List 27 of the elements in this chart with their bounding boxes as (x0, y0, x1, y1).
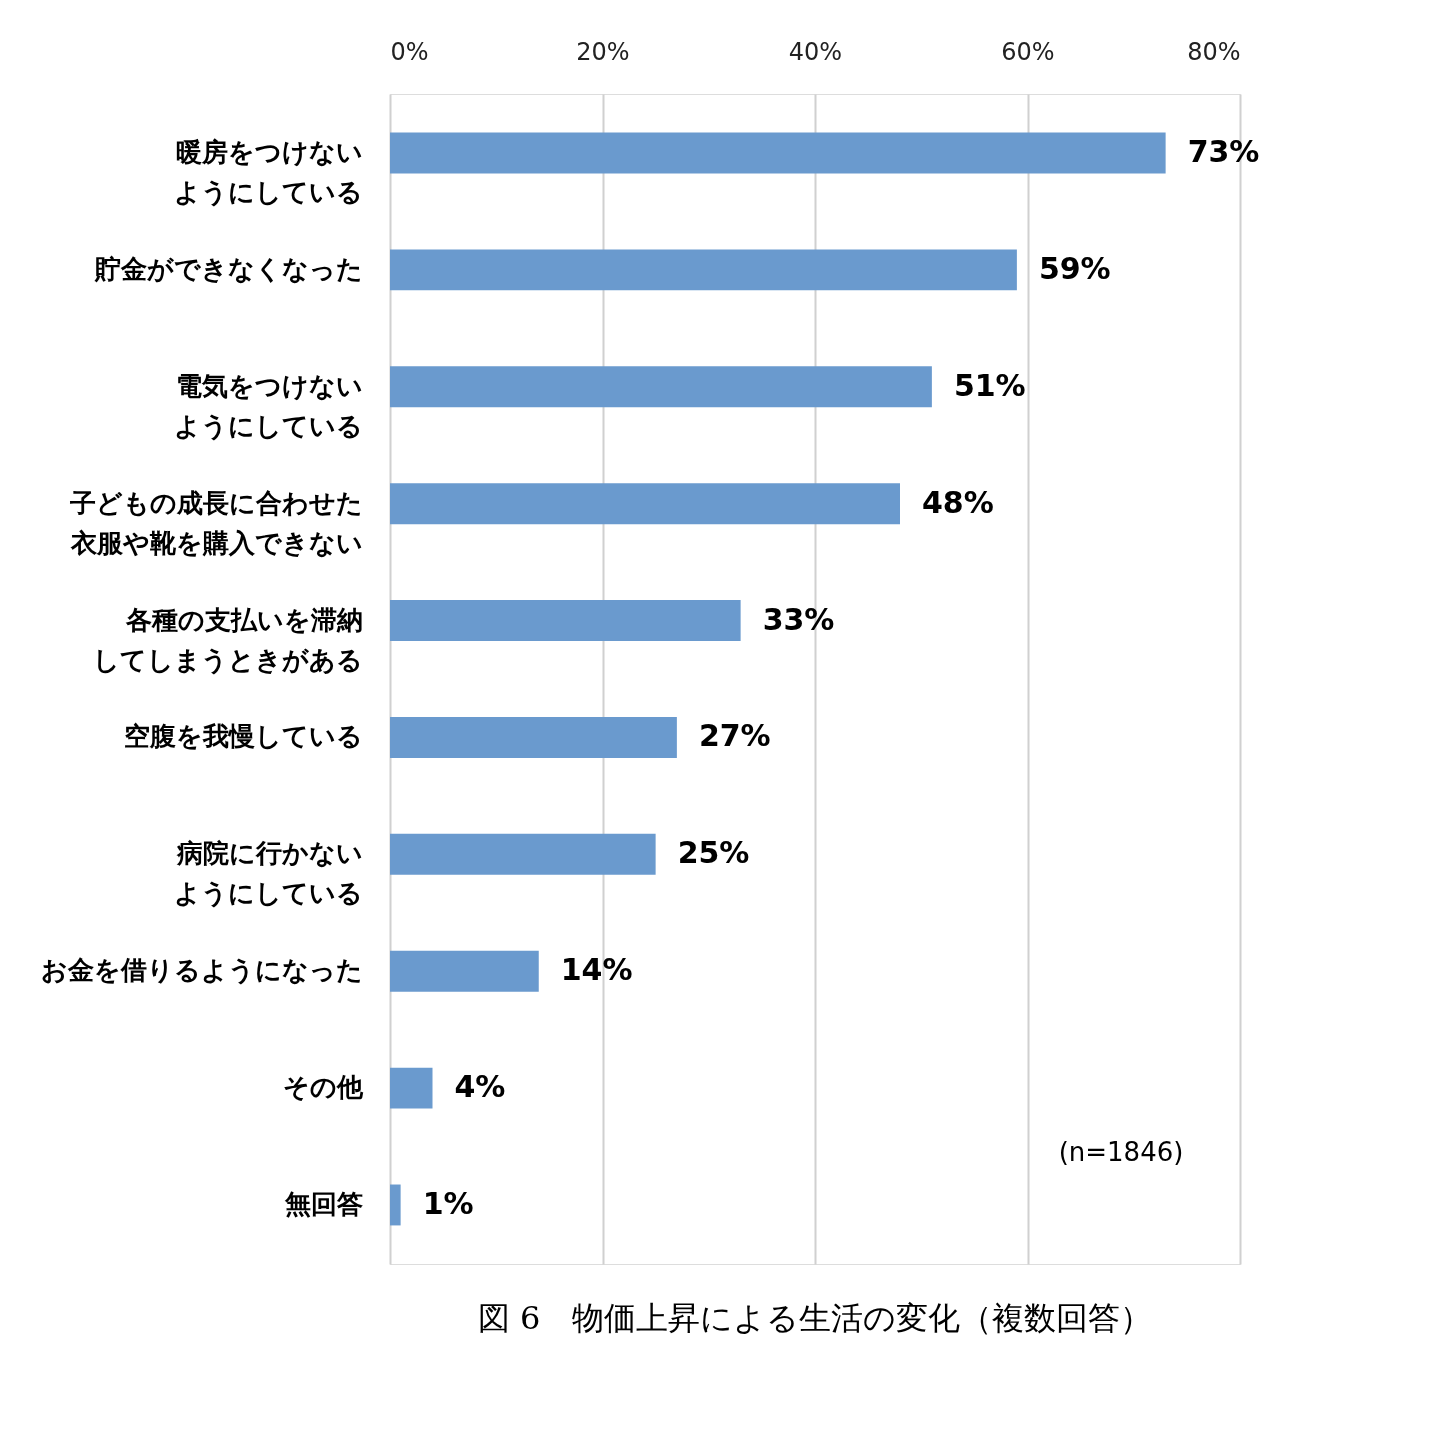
y-tick-label: 空腹を我慢している (123, 721, 363, 752)
annotation: (n=1846) (1058, 1136, 1184, 1167)
y-tick-label: 電気をつけないようにしている (173, 370, 363, 441)
y-tick-label: 貯金ができなくなった (93, 253, 363, 284)
data-label: 1% (422, 1185, 474, 1221)
data-label: 25% (677, 835, 750, 871)
x-tick-label: 0% (390, 37, 429, 66)
x-tick-label: 40% (788, 37, 843, 66)
y-tick-label: 無回答 (283, 1188, 363, 1219)
data-label: 33% (762, 601, 835, 637)
data-label: 51% (953, 367, 1026, 403)
data-label: 59% (1038, 250, 1111, 286)
y-tick-label: 暖房をつけないようにしている (173, 137, 363, 208)
y-tick-label: お金を借りるようになった (40, 955, 363, 986)
x-tick-label: 20% (576, 37, 630, 66)
y-tick-label: 各種の支払いを滞納してしまうときがある (92, 604, 363, 675)
text: 図 6 物価上昇による生活の変化（複数回答） (477, 1299, 1153, 1337)
x-tick-label: 80% (1187, 37, 1241, 66)
data-label: 73% (1187, 134, 1260, 170)
data-label: 4% (454, 1069, 506, 1105)
y-tick-label: 子どもの成長に合わせた衣服や靴を購入できない (68, 487, 363, 558)
y-tick-label: その他 (282, 1072, 364, 1103)
data-label: 48% (922, 484, 994, 520)
data-label: 27% (698, 718, 771, 754)
x-tick-label: 60% (1001, 37, 1055, 66)
y-tick-label: 病院に行かないようにしている (173, 838, 363, 909)
data-label: 14% (560, 952, 633, 988)
